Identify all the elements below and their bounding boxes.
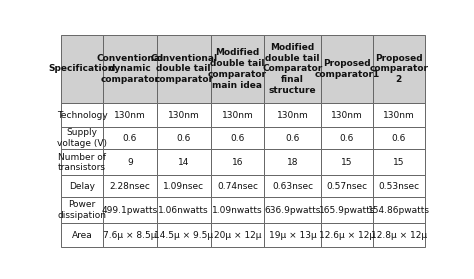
Text: Power
dissipation: Power dissipation (57, 200, 107, 220)
Bar (264, 223, 321, 247)
Text: 2.28nsec: 2.28nsec (109, 182, 150, 191)
Bar (210, 35, 264, 103)
Text: Proposed
comparator1: Proposed comparator1 (314, 59, 379, 79)
Bar (373, 103, 425, 127)
Bar (103, 175, 157, 197)
Bar (321, 35, 373, 103)
Bar (103, 149, 157, 175)
Text: 130nm: 130nm (331, 111, 363, 120)
Text: 20μ × 12μ: 20μ × 12μ (214, 231, 261, 240)
Bar (61, 223, 103, 247)
Text: 0.53nsec: 0.53nsec (378, 182, 419, 191)
Text: Technology: Technology (56, 111, 108, 120)
Text: 165.9pwatts: 165.9pwatts (319, 206, 375, 215)
Text: Conventional
double tail
comparator: Conventional double tail comparator (150, 54, 217, 84)
Text: 15: 15 (341, 158, 353, 167)
Bar (264, 149, 321, 175)
Text: 0.57nsec: 0.57nsec (326, 182, 367, 191)
Text: Area: Area (72, 231, 92, 240)
Text: Specification: Specification (49, 64, 115, 73)
Bar (373, 127, 425, 149)
Bar (157, 149, 210, 175)
Bar (373, 35, 425, 103)
Bar (103, 197, 157, 223)
Text: 16: 16 (232, 158, 243, 167)
Text: 14: 14 (178, 158, 189, 167)
Text: 7.6μ × 8.5μ: 7.6μ × 8.5μ (103, 231, 156, 240)
Bar (61, 175, 103, 197)
Text: 9: 9 (127, 158, 133, 167)
Text: 130nm: 130nm (383, 111, 415, 120)
Text: 12.6μ × 12μ: 12.6μ × 12μ (319, 231, 375, 240)
Text: 1.09nwatts: 1.09nwatts (212, 206, 263, 215)
Text: 19μ × 13μ: 19μ × 13μ (269, 231, 317, 240)
Bar (210, 103, 264, 127)
Text: 18: 18 (287, 158, 298, 167)
Text: 154.86pwatts: 154.86pwatts (368, 206, 430, 215)
Text: 1.06nwatts: 1.06nwatts (158, 206, 209, 215)
Bar (157, 197, 210, 223)
Bar (264, 127, 321, 149)
Bar (103, 127, 157, 149)
Text: 0.6: 0.6 (339, 134, 354, 143)
Bar (210, 223, 264, 247)
Bar (264, 103, 321, 127)
Bar (373, 175, 425, 197)
Text: 130nm: 130nm (277, 111, 309, 120)
Text: 636.9pwatts: 636.9pwatts (264, 206, 321, 215)
Text: 130nm: 130nm (114, 111, 146, 120)
Bar (264, 35, 321, 103)
Text: 0.63nsec: 0.63nsec (272, 182, 313, 191)
Bar (61, 35, 103, 103)
Bar (157, 127, 210, 149)
Bar (373, 223, 425, 247)
Bar (264, 197, 321, 223)
Bar (321, 149, 373, 175)
Bar (321, 223, 373, 247)
Bar (157, 35, 210, 103)
Text: 0.6: 0.6 (285, 134, 300, 143)
Bar (103, 35, 157, 103)
Text: 0.74nsec: 0.74nsec (217, 182, 258, 191)
Text: Modified
double tail
comparator
main idea: Modified double tail comparator main ide… (208, 48, 267, 90)
Bar (264, 175, 321, 197)
Bar (103, 103, 157, 127)
Bar (61, 127, 103, 149)
Bar (321, 175, 373, 197)
Bar (103, 223, 157, 247)
Bar (210, 175, 264, 197)
Bar (210, 197, 264, 223)
Bar (321, 103, 373, 127)
Text: Conventional
dynamic
comparator: Conventional dynamic comparator (96, 54, 164, 84)
Text: 0.6: 0.6 (123, 134, 137, 143)
Bar (321, 127, 373, 149)
Text: Number of
transistors: Number of transistors (58, 153, 106, 172)
Text: 15: 15 (393, 158, 404, 167)
Text: 130nm: 130nm (168, 111, 200, 120)
Bar (157, 103, 210, 127)
Text: Proposed
comparator
2: Proposed comparator 2 (369, 54, 428, 84)
Text: Supply
voltage (V): Supply voltage (V) (57, 128, 107, 148)
Text: 499.1pwatts: 499.1pwatts (102, 206, 158, 215)
Bar (61, 103, 103, 127)
Text: 14.5μ × 9.5μ: 14.5μ × 9.5μ (154, 231, 213, 240)
Bar (210, 149, 264, 175)
Bar (321, 197, 373, 223)
Text: 130nm: 130nm (221, 111, 253, 120)
Text: 0.6: 0.6 (392, 134, 406, 143)
Bar (61, 149, 103, 175)
Text: 1.09nsec: 1.09nsec (163, 182, 204, 191)
Text: 0.6: 0.6 (176, 134, 191, 143)
Bar (157, 223, 210, 247)
Bar (157, 175, 210, 197)
Bar (373, 149, 425, 175)
Text: Delay: Delay (69, 182, 95, 191)
Text: Modified
double tail
Comparator
final
structure: Modified double tail Comparator final st… (263, 43, 323, 95)
Text: 12.8μ × 12μ: 12.8μ × 12μ (371, 231, 427, 240)
Text: 0.6: 0.6 (230, 134, 245, 143)
Bar (61, 197, 103, 223)
Bar (373, 197, 425, 223)
Bar (210, 127, 264, 149)
